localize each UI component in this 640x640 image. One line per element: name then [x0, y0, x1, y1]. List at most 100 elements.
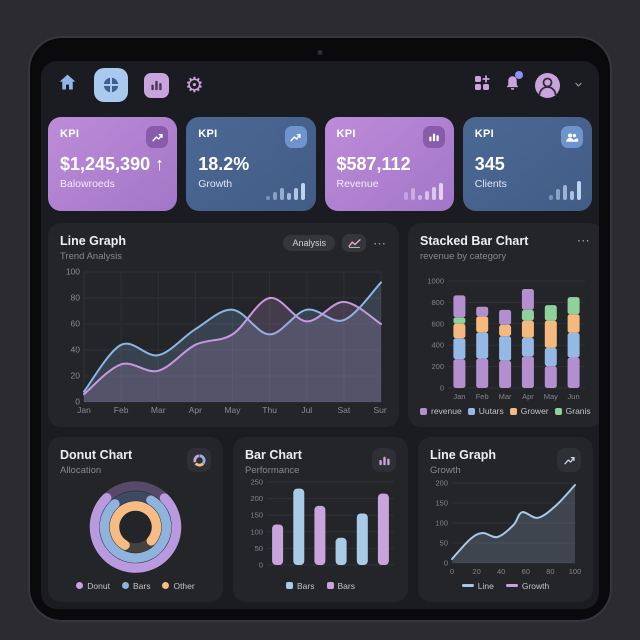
svg-text:60: 60	[522, 567, 530, 576]
card-title: Donut Chart	[60, 448, 133, 462]
card-subtitle: Allocation	[60, 464, 102, 476]
kpi-value: 345	[474, 154, 505, 174]
kpi-mini-bars	[549, 180, 581, 200]
card-title: Line Graph	[60, 234, 126, 248]
svg-text:Jan: Jan	[453, 392, 465, 401]
svg-text:Apr: Apr	[522, 392, 534, 401]
svg-text:100: 100	[435, 518, 448, 527]
nav-left: ⚙	[57, 68, 204, 102]
legend-label: Line	[477, 580, 494, 591]
card-title: Line Graph	[430, 448, 496, 462]
card-subtitle: revenue by category	[420, 250, 507, 262]
legend-item[interactable]: revenue	[420, 406, 462, 416]
menu-dots[interactable]: ⋯	[576, 233, 591, 248]
legend-label: Bars	[337, 580, 355, 591]
kpi-mini-bars	[403, 180, 443, 200]
card-subtitle: Performance	[245, 464, 300, 476]
home-icon[interactable]	[57, 72, 78, 98]
legend-item[interactable]: Bars	[286, 581, 315, 591]
card-subtitle: Growth	[430, 464, 461, 476]
svg-text:Sun: Sun	[373, 405, 387, 415]
kpi-label: Clients	[474, 178, 507, 190]
avatar[interactable]	[535, 72, 560, 98]
svg-text:400: 400	[431, 341, 444, 350]
bar-chart-icon	[151, 80, 162, 90]
svg-text:250: 250	[250, 477, 263, 486]
legend-swatch	[505, 584, 518, 587]
legend-swatch	[286, 582, 294, 589]
legend-item[interactable]: Donut	[76, 581, 110, 591]
analysis-badge[interactable]: Analysis	[283, 235, 335, 251]
stacked-legend: revenue Uutars Grower Granis	[420, 402, 591, 416]
chevron-down-icon[interactable]	[574, 76, 583, 94]
legend-label: Granis	[565, 406, 591, 416]
growth-line-card: Line Graph Growth 0 50 100 150 200 0 20 40 60 80 1…	[418, 437, 593, 602]
svg-text:May: May	[224, 405, 241, 415]
kpi-card-balowroeds: KPI $1,245,390 ↑ Balowroeds	[48, 117, 178, 211]
legend-item[interactable]: Line	[461, 580, 494, 591]
card-title: Bar Chart	[245, 448, 302, 462]
bottom-row: Donut Chart Allocation	[48, 437, 593, 602]
svg-text:100: 100	[250, 527, 263, 536]
svg-text:150: 150	[435, 498, 448, 507]
bar-chart-icon	[372, 448, 396, 472]
gear-icon[interactable]: ⚙	[185, 73, 204, 97]
svg-text:0: 0	[75, 397, 80, 407]
bar-chart-tab[interactable]	[144, 72, 169, 98]
trend-up-icon	[557, 448, 581, 472]
legend-item[interactable]: Other	[162, 580, 195, 591]
legend-item[interactable]: Bars	[121, 580, 151, 591]
screen: ⚙	[41, 61, 599, 609]
svg-text:Jun: Jun	[567, 392, 579, 401]
kpi-tag: KPI	[474, 128, 494, 140]
trend-up-icon	[284, 126, 307, 148]
svg-text:200: 200	[431, 362, 444, 371]
legend-item[interactable]: Uutars	[467, 406, 504, 416]
svg-text:100: 100	[66, 267, 80, 277]
svg-text:600: 600	[431, 319, 444, 328]
nav-right	[474, 70, 583, 98]
svg-text:100: 100	[569, 567, 581, 576]
line-chart-icon[interactable]	[342, 234, 366, 252]
legend-swatch	[326, 582, 334, 589]
kpi-card-revenue: KPI $587,112 Revenue	[324, 117, 454, 211]
legend-label: Bars	[132, 580, 151, 591]
performance-bar-chart: 0 50 100 150 200 250	[245, 477, 396, 577]
legend-item[interactable]: Granis	[554, 406, 591, 416]
svg-text:40: 40	[71, 345, 81, 355]
legend-label: Donut	[87, 580, 110, 591]
donut-card: Donut Chart Allocation	[48, 437, 223, 602]
svg-text:0: 0	[440, 384, 444, 393]
legend-label: Uutars	[478, 406, 504, 416]
legend-item[interactable]: Bars	[326, 580, 355, 591]
trend-line-chart: 0 20 40 60 80 100 Jan Feb Mar Apr May Thu Jul Sat Sun	[60, 263, 387, 417]
performance-bar-card: Bar Chart Performance 0 50 100 150 200 250 Ba…	[233, 437, 408, 602]
svg-text:800: 800	[431, 298, 444, 307]
legend-swatch	[509, 407, 517, 415]
svg-text:Jan: Jan	[77, 405, 91, 415]
svg-text:0: 0	[259, 560, 263, 569]
dashboard-tab-active[interactable]	[94, 68, 128, 102]
legend-label: Growth	[521, 580, 550, 591]
kpi-row: KPI $1,245,390 ↑ Balowroeds KPI 18.2% Gr…	[48, 117, 592, 211]
menu-dots[interactable]: ⋯	[373, 235, 387, 251]
legend-swatch	[162, 582, 170, 589]
legend-item[interactable]: Grower	[509, 406, 549, 416]
svg-text:Mar: Mar	[498, 392, 511, 401]
kpi-value: $1,245,390 ↑	[60, 154, 165, 174]
kpi-tag: KPI	[336, 128, 356, 140]
legend-swatch	[76, 582, 84, 589]
donut-legend: Donut Bars Other	[60, 577, 211, 591]
kpi-label: Revenue	[336, 178, 379, 190]
legend-label: Other	[173, 580, 195, 591]
legend-label: Grower	[520, 406, 549, 416]
kpi-tag: KPI	[198, 128, 218, 140]
svg-text:Feb: Feb	[476, 392, 489, 401]
notification-dot	[515, 70, 523, 79]
apps-add-icon[interactable]	[474, 74, 490, 96]
svg-text:40: 40	[497, 567, 505, 576]
bar-chart-icon	[422, 126, 445, 148]
legend-item[interactable]: Growth	[505, 580, 550, 591]
bell-icon[interactable]	[504, 70, 523, 97]
